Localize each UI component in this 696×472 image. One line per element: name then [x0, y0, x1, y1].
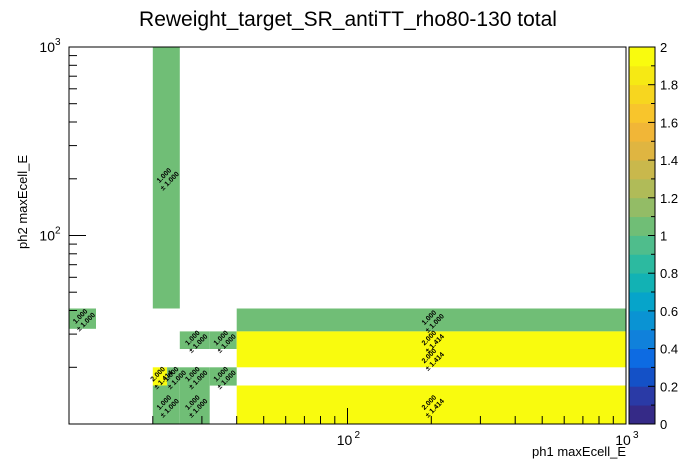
heatmap-cell	[152, 367, 167, 386]
colorbar-tick-label: 0.2	[660, 379, 678, 394]
colorbar-tick-label: 0.8	[660, 266, 678, 281]
colorbar-segment	[629, 103, 655, 123]
heatmap-cell	[179, 331, 210, 349]
colorbar-tick-label: 1.6	[660, 115, 678, 130]
heatmap-cell	[152, 385, 180, 424]
y-tick-label: 10	[39, 39, 55, 55]
x-axis-ticks: 10 2 10 3	[68, 408, 639, 448]
colorbar-segment	[629, 216, 655, 236]
colorbar-segment	[629, 386, 655, 406]
heatmap-cell	[179, 367, 210, 386]
colorbar-segment	[629, 273, 655, 293]
heatmap-cell	[209, 367, 237, 386]
colorbar-segment	[629, 367, 655, 387]
colorbar-tick-label: 0	[660, 417, 667, 432]
colorbar-segment	[629, 310, 655, 331]
y-tick-label-exponent: 2	[55, 226, 61, 237]
colorbar-tick-label: 0.4	[660, 342, 678, 357]
colorbar-tick-label: 1.4	[660, 153, 678, 168]
plot-frame	[68, 46, 627, 425]
x-tick-label: 10	[615, 432, 631, 448]
heatmap-cell	[179, 385, 210, 424]
colorbar: 0 0.2 0.4 0.6 0.8 1 1.2 1.4 1.6 1.8 2	[628, 40, 678, 432]
heatmap-cells	[69, 47, 626, 424]
colorbar-segment	[629, 160, 655, 180]
chart-title: Reweight_target_SR_antiTT_rho80-130 tota…	[139, 8, 557, 31]
heatmap-cell	[167, 367, 180, 386]
x-tick-label-exponent: 3	[633, 430, 639, 441]
y-tick-label: 10	[39, 228, 55, 244]
heatmap-cell	[152, 47, 180, 309]
x-tick-label-exponent: 2	[355, 430, 361, 441]
colorbar-tick-label: 0.6	[660, 304, 678, 319]
colorbar-segment	[629, 122, 655, 142]
x-tick-label: 10	[337, 432, 353, 448]
colorbar-tick-label: 1.8	[660, 78, 678, 93]
colorbar-segment	[629, 348, 655, 368]
colorbar-segment	[629, 47, 655, 67]
x-axis-label: ph1 maxEcell_E	[532, 444, 626, 459]
heatmap-cell	[236, 331, 626, 349]
heatmap-cell	[236, 308, 626, 332]
colorbar-segment	[629, 254, 655, 274]
colorbar-segment	[629, 178, 655, 199]
heatmap-cell	[209, 331, 237, 349]
colorbar-segment	[629, 65, 655, 86]
colorbar-segment	[629, 405, 655, 425]
y-axis-label: ph2 maxEcell_E	[15, 155, 30, 249]
colorbar-tick-label: 2	[660, 40, 667, 55]
colorbar-segment	[629, 197, 655, 218]
y-tick-label-exponent: 3	[55, 37, 61, 48]
colorbar-segment	[629, 329, 655, 349]
colorbar-segment	[629, 235, 655, 255]
colorbar-tick-label: 1.2	[660, 191, 678, 206]
colorbar-segment	[629, 292, 655, 312]
colorbar-tick-label: 1	[660, 229, 667, 244]
heatmap-cell	[69, 308, 96, 329]
heatmap-cell	[236, 349, 626, 368]
colorbar-segment	[629, 84, 655, 104]
colorbar-segment	[629, 141, 655, 161]
